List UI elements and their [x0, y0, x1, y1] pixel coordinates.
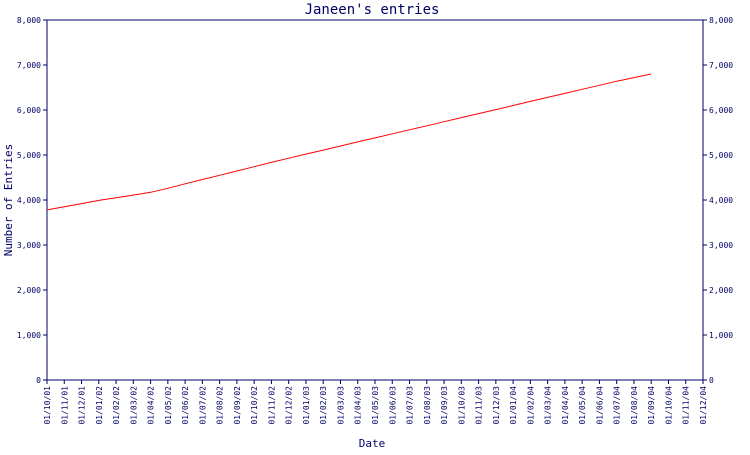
y-tick-label-left: 0 — [36, 376, 41, 385]
y-tick-label-left: 2,000 — [17, 286, 41, 295]
y-tick-label-right: 7,000 — [709, 61, 733, 70]
x-tick-label: 01/10/01 — [43, 386, 52, 425]
x-tick-label: 01/07/03 — [406, 386, 415, 425]
x-tick-label: 01/09/04 — [647, 386, 656, 425]
y-tick-label-right: 8,000 — [709, 16, 733, 25]
x-tick-label: 01/01/03 — [302, 386, 311, 425]
x-tick-label: 01/10/03 — [457, 386, 466, 425]
y-tick-label-right: 0 — [709, 376, 714, 385]
y-tick-label-right: 6,000 — [709, 106, 733, 115]
y-tick-label-left: 3,000 — [17, 241, 41, 250]
y-tick-label-right: 1,000 — [709, 331, 733, 340]
y-tick-label-right: 5,000 — [709, 151, 733, 160]
x-tick-label: 01/08/04 — [630, 386, 639, 425]
x-tick-label: 01/08/02 — [216, 386, 225, 425]
x-tick-label: 01/02/04 — [526, 386, 535, 425]
x-tick-label: 01/04/02 — [147, 386, 156, 425]
y-tick-label-left: 5,000 — [17, 151, 41, 160]
x-axis-label: Date — [359, 437, 386, 450]
x-tick-label: 01/06/04 — [595, 386, 604, 425]
x-tick-label: 01/02/02 — [112, 386, 121, 425]
series-line — [46, 73, 652, 211]
x-tick-label: 01/03/02 — [129, 386, 138, 425]
x-tick-label: 01/08/03 — [423, 386, 432, 425]
y-tick-label-left: 6,000 — [17, 106, 41, 115]
y-tick-label-left: 7,000 — [17, 61, 41, 70]
x-tick-label: 01/02/03 — [319, 386, 328, 425]
x-tick-label: 01/01/02 — [95, 386, 104, 425]
y-tick-label-right: 4,000 — [709, 196, 733, 205]
x-tick-label: 01/05/02 — [164, 386, 173, 425]
x-tick-label: 01/10/04 — [664, 386, 673, 425]
x-tick-label: 01/03/03 — [336, 386, 345, 425]
y-tick-label-right: 2,000 — [709, 286, 733, 295]
x-tick-label: 01/09/02 — [233, 386, 242, 425]
x-tick-label: 01/12/01 — [78, 386, 87, 425]
x-tick-label: 01/11/03 — [475, 386, 484, 425]
y-tick-label-right: 3,000 — [709, 241, 733, 250]
series-marks — [46, 73, 652, 211]
y-axis-label: Number of Entries — [2, 144, 15, 257]
x-tick-label: 01/06/03 — [388, 386, 397, 425]
x-tick-label: 01/06/02 — [181, 386, 190, 425]
x-tick-label: 01/07/04 — [613, 386, 622, 425]
x-tick-label: 01/09/03 — [440, 386, 449, 425]
x-tick-label: 01/11/02 — [267, 386, 276, 425]
x-tick-label: 01/11/01 — [60, 386, 69, 425]
x-tick-label: 01/04/03 — [354, 386, 363, 425]
plot-frame — [46, 19, 704, 381]
axes: 0 0 1,000 1,000 2,000 2,000 3,000 3,000 4,000 4,0… — [17, 16, 733, 425]
chart-title: Janeen's entries — [305, 2, 440, 18]
x-tick-label: 01/12/04 — [699, 386, 708, 425]
x-tick-label: 01/07/02 — [198, 386, 207, 425]
x-tick-label: 01/10/02 — [250, 386, 259, 425]
x-tick-label: 01/03/04 — [544, 386, 553, 425]
y-tick-label-left: 4,000 — [17, 196, 41, 205]
x-tick-label: 01/12/02 — [285, 386, 294, 425]
x-tick-label: 01/04/04 — [561, 386, 570, 425]
x-tick-label: 01/12/03 — [492, 386, 501, 425]
y-tick-label-left: 8,000 — [17, 16, 41, 25]
x-tick-label: 01/11/04 — [682, 386, 691, 425]
x-tick-label: 01/05/03 — [371, 386, 380, 425]
x-tick-label: 01/05/04 — [578, 386, 587, 425]
y-tick-label-left: 1,000 — [17, 331, 41, 340]
x-tick-label: 01/01/04 — [509, 386, 518, 425]
